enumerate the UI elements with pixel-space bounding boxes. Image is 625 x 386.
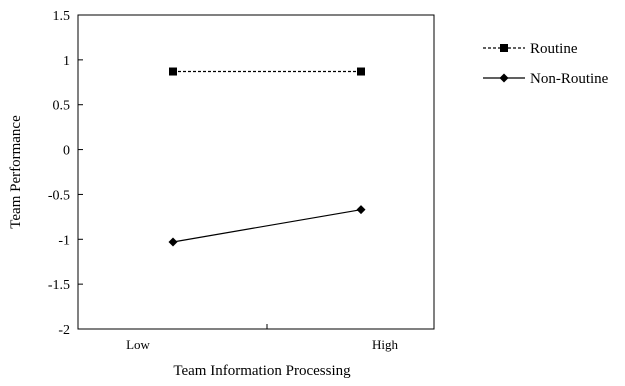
x-tick-label: Low (126, 337, 150, 352)
legend-label: Non-Routine (530, 71, 609, 87)
y-tick-label: -1 (58, 233, 70, 248)
data-point-square (357, 67, 365, 76)
legend-item: Routine (483, 41, 578, 57)
legend-label: Routine (530, 41, 578, 57)
x-axis-label: Team Information Processing (173, 363, 351, 379)
legend: Routine Non-Routine (483, 41, 609, 87)
data-point-square (169, 67, 177, 76)
y-tick-label: -0.5 (48, 188, 70, 203)
plot-area (77, 14, 435, 330)
y-tick-label: 0.5 (53, 99, 71, 114)
series-line (172, 209, 362, 243)
y-tick-label: -2 (58, 323, 70, 338)
legend-item: Non-Routine (483, 71, 609, 87)
x-axis: Low High (126, 324, 399, 352)
series-routine (169, 67, 365, 76)
data-point-diamond (499, 73, 509, 83)
y-tick-label: 0 (63, 144, 70, 159)
data-point-diamond (356, 205, 366, 215)
y-axis: 1.5 1 0.5 0 -0.5 -1 -1.5 -2 (48, 9, 83, 338)
data-point-square (500, 44, 508, 52)
x-tick-label: High (372, 337, 399, 352)
y-tick-label: 1.5 (53, 9, 71, 24)
series-non-routine (168, 205, 366, 247)
y-tick-label: -1.5 (48, 278, 70, 293)
y-axis-label: Team Performance (8, 115, 24, 229)
y-tick-label: 1 (63, 54, 70, 69)
data-point-diamond (168, 237, 178, 247)
series-layer (168, 67, 366, 247)
